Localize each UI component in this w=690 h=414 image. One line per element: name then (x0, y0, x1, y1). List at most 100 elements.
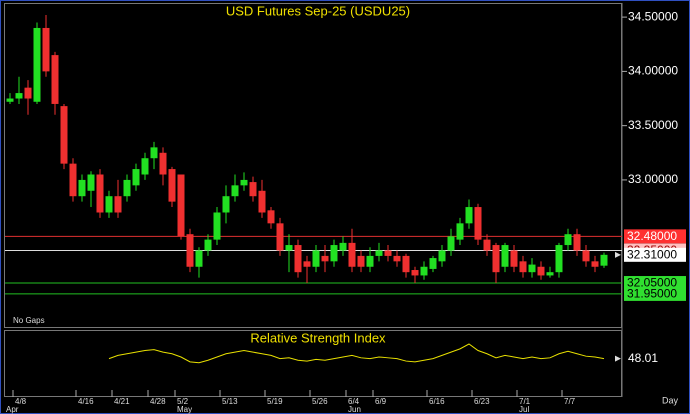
candle-body (249, 182, 257, 197)
candle-body (294, 245, 302, 273)
price-marker (615, 251, 621, 258)
price-level-label: 32.05000 (627, 276, 677, 290)
candle-body (537, 266, 545, 276)
candle-body (132, 169, 140, 186)
candle-body (60, 106, 68, 164)
candle-body (510, 250, 518, 267)
candle-body (69, 163, 77, 197)
candle-body (501, 245, 509, 267)
x-tick-label: 7/1 (519, 397, 531, 406)
rsi-line (108, 343, 605, 364)
price-level-box (624, 286, 686, 301)
candle-body (33, 27, 41, 102)
candle-body (456, 223, 464, 240)
candle-body (258, 190, 266, 213)
candle-body (384, 250, 392, 256)
candle-body (114, 196, 122, 213)
candle-body (177, 174, 185, 237)
candle-body (312, 250, 320, 267)
candle-body (240, 179, 248, 186)
candle-body (87, 174, 95, 191)
x-tick-label: 4/16 (78, 397, 94, 406)
candle-body (339, 242, 347, 251)
x-tick-label: 5/26 (312, 397, 328, 406)
candle-body (123, 179, 131, 197)
x-tick-label: 4/8 (15, 397, 27, 406)
rsi-value-label: 48.01 (628, 351, 658, 365)
candle-body (573, 234, 581, 251)
candle-body (546, 272, 554, 276)
candle-body (321, 255, 329, 262)
price-level-label: 31.95000 (627, 287, 677, 301)
x-tick-label: 6/4 (348, 397, 360, 406)
candle-body (222, 196, 230, 213)
candle-body (213, 212, 221, 240)
candle-body (267, 210, 275, 224)
candle-body (483, 239, 491, 251)
candle-body (105, 196, 113, 213)
x-tick-label: 4/21 (114, 397, 130, 406)
x-tick-label: 7/7 (564, 397, 576, 406)
candle-body (285, 245, 293, 251)
candle-body (6, 98, 14, 102)
price-level-box (624, 247, 686, 262)
x-tick-label: 5/19 (267, 397, 283, 406)
candle-body (375, 250, 383, 256)
candle-body (276, 223, 284, 251)
candle-body (195, 250, 203, 267)
candle-body (51, 55, 59, 104)
candle-body (15, 93, 23, 99)
candle-body (420, 266, 428, 276)
candle-body (78, 179, 86, 197)
candle-body (429, 258, 437, 269)
candle-body (303, 261, 311, 267)
candle-body (159, 152, 167, 175)
rsi-marker (615, 355, 621, 362)
y-tick-label: 33.00000 (628, 172, 678, 186)
price-level-label: 32.31000 (627, 247, 677, 261)
candle-body (42, 27, 50, 72)
candle-body (492, 245, 500, 273)
x-tick-label: 5/2 (177, 397, 189, 406)
x-tick-label: 6/9 (375, 397, 387, 406)
candle-body (348, 242, 356, 267)
candle-body (357, 255, 365, 267)
candle-body (528, 264, 536, 273)
month-label: Apr (6, 405, 19, 414)
candle-body (591, 261, 599, 267)
month-label: May (177, 405, 192, 414)
candle-body (204, 239, 212, 251)
candle-body (366, 255, 374, 267)
candle-body (564, 234, 572, 246)
rsi-title: Relative Strength Index (250, 330, 386, 345)
candle-body (474, 207, 482, 240)
gap-note: No Gaps (13, 316, 45, 325)
candle-body (186, 234, 194, 267)
y-tick-label: 34.00000 (628, 64, 678, 78)
x-tick-label: 6/16 (429, 397, 445, 406)
candle-body (465, 207, 473, 224)
period-label: Day (662, 395, 679, 405)
x-tick-label: 4/28 (150, 397, 166, 406)
candle-body (519, 261, 527, 273)
price-level-label: 32.48000 (627, 229, 677, 243)
candle-body (96, 174, 104, 213)
candle-body (393, 255, 401, 262)
candle-body (438, 250, 446, 262)
candle-body (411, 270, 419, 276)
x-tick-label: 6/23 (474, 397, 490, 406)
candle-body (24, 87, 32, 99)
y-tick-label: 33.50000 (628, 118, 678, 132)
chart-title: USD Futures Sep-25 (USDU25) (226, 3, 410, 18)
y-tick-label: 34.50000 (628, 9, 678, 23)
x-tick-label: 5/13 (222, 397, 238, 406)
candle-body (582, 250, 590, 262)
month-label: Jul (519, 405, 529, 414)
candle-body (555, 245, 563, 273)
candle-body (231, 185, 239, 197)
price-level-box (624, 229, 686, 244)
candle-body (150, 147, 158, 159)
